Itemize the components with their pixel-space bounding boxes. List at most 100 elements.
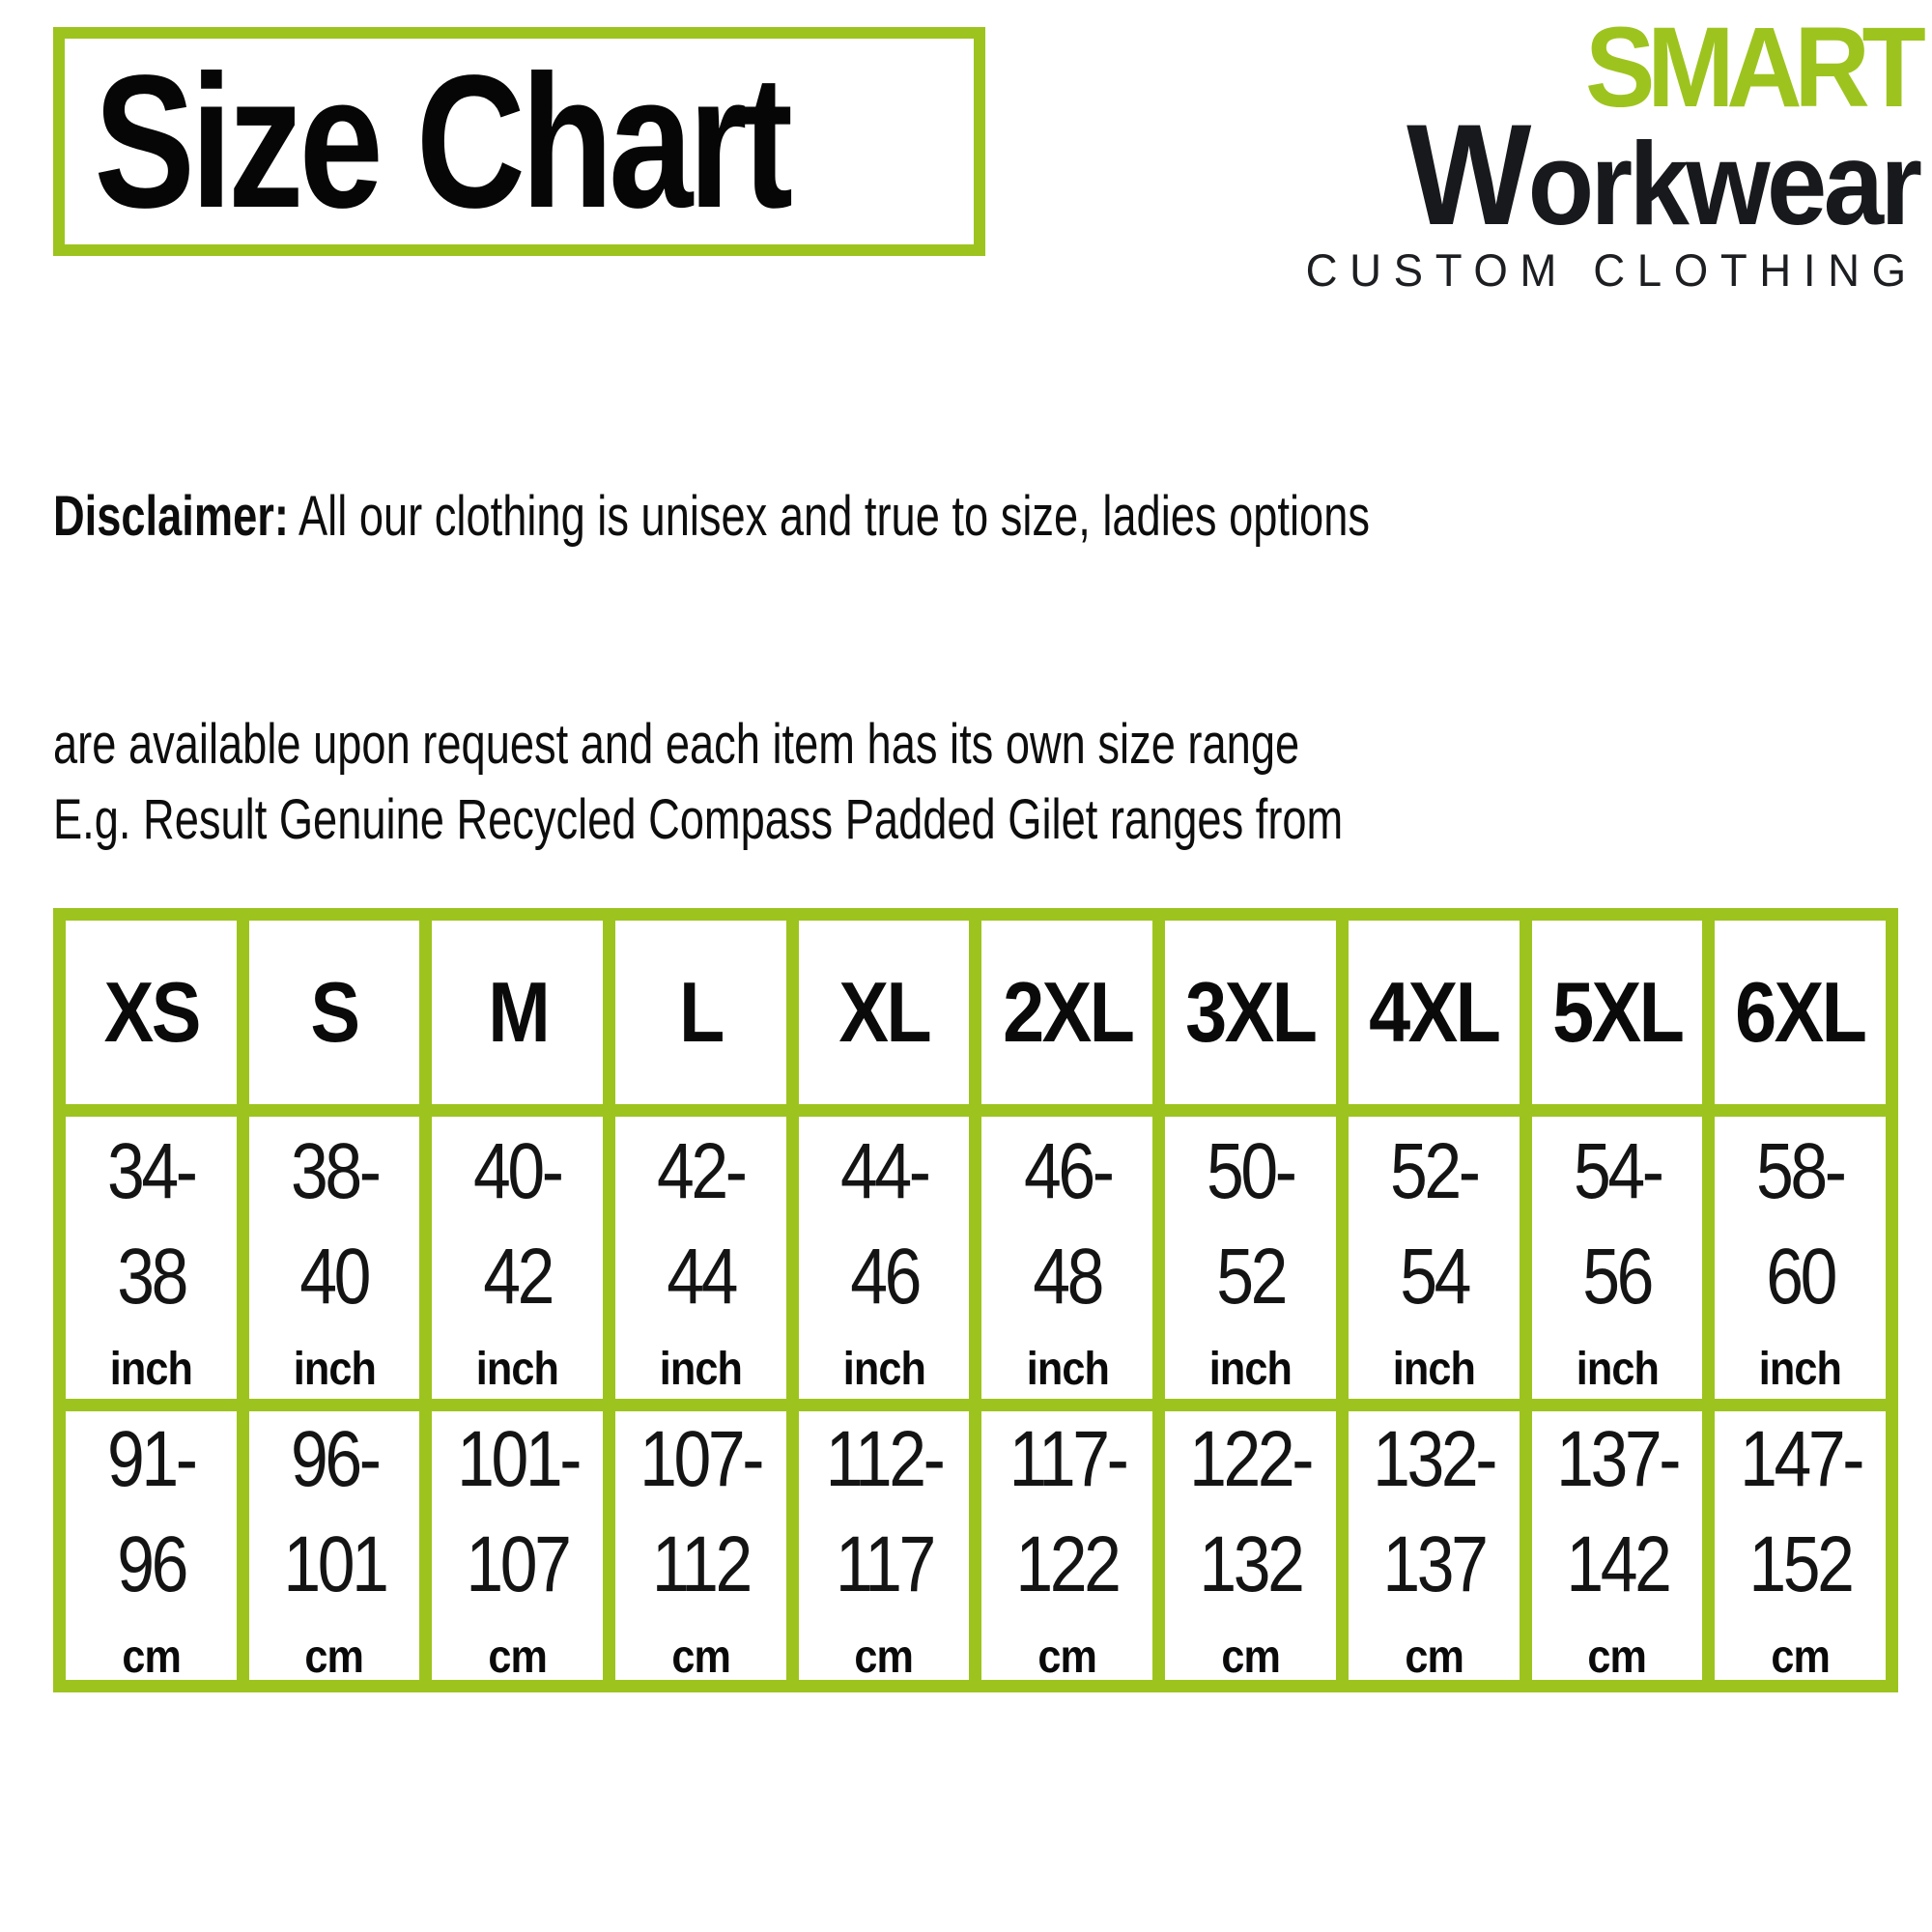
- measurement-value-line: 40: [299, 1232, 372, 1321]
- brand-logo: SMART Workwear CUSTOM CLOTHING: [1287, 4, 1926, 294]
- size-table: XS S M L XL 2XL 3XL 4XL 5XL 6XL 34- 38 inch 38- 40 inch…: [53, 908, 1898, 1692]
- measurement-value-line: 52: [1216, 1232, 1288, 1321]
- unit-label: cm: [1221, 1631, 1281, 1680]
- measurement-value-line: 56: [1582, 1232, 1655, 1321]
- measurement-value-line: 46-: [1023, 1127, 1115, 1216]
- measurement-range: 96- 101: [274, 1411, 395, 1617]
- size-header-cell: 4XL: [1348, 921, 1520, 1104]
- cm-cell: 112- 117 cm: [798, 1411, 970, 1680]
- cm-cell: 122- 132 cm: [1165, 1411, 1336, 1680]
- size-label: XS: [103, 964, 201, 1060]
- measurement-value-line: 38-: [290, 1127, 382, 1216]
- example-paragraph: E.g. Result Genuine Recycled Compass Pad…: [53, 630, 1343, 1239]
- page-title: Size Chart: [94, 35, 793, 247]
- size-label: 6XL: [1735, 964, 1868, 1060]
- measurement-value-line: 50-: [1207, 1127, 1297, 1216]
- measurement-range: 117- 122: [999, 1411, 1136, 1617]
- measurement-range: 137- 142: [1546, 1411, 1689, 1617]
- size-label: 2XL: [1002, 964, 1135, 1060]
- measurement-value-line: 42: [483, 1232, 554, 1321]
- measurement-range: 147- 152: [1729, 1411, 1872, 1617]
- measurement-value-line: 42-: [657, 1127, 748, 1216]
- size-label: S: [310, 964, 361, 1060]
- footer-line-1: Garment Measurement are subject to toler…: [193, 1923, 1804, 1932]
- unit-label: cm: [854, 1631, 915, 1680]
- measurement-range: 101- 107: [446, 1411, 589, 1617]
- disclaimer-line-2: are available upon request and each item…: [53, 713, 1300, 777]
- inch-cell: 50- 52 inch: [1165, 1117, 1336, 1399]
- measurement-value-line: 107-: [639, 1415, 764, 1504]
- unit-label: inch: [659, 1343, 743, 1395]
- measurement-range: 38- 40: [283, 1120, 386, 1328]
- measurement-value-line: 44: [667, 1232, 738, 1321]
- measurement-value-line: 34-: [107, 1127, 198, 1216]
- unit-label: inch: [1759, 1343, 1842, 1395]
- brand-smart-wordmark: SMART: [1585, 4, 1926, 131]
- measurement-value-line: 101-: [456, 1415, 582, 1504]
- measurement-value-line: 122-: [1189, 1415, 1315, 1504]
- inch-cell: 46- 48 inch: [981, 1117, 1153, 1399]
- cm-cell: 117- 122 cm: [981, 1411, 1153, 1680]
- measurement-value-line: 40-: [473, 1127, 564, 1216]
- size-header-cell: 2XL: [981, 921, 1153, 1104]
- unit-label: cm: [1404, 1631, 1464, 1680]
- measurement-range: 44- 46: [833, 1120, 936, 1328]
- measurement-value-line: 54-: [1573, 1127, 1664, 1216]
- unit-label: cm: [304, 1631, 365, 1680]
- measurement-value-line: 132-: [1373, 1415, 1497, 1504]
- measurement-value-line: 54: [1399, 1232, 1471, 1321]
- inch-cell: 42- 44 inch: [615, 1117, 786, 1399]
- measurement-range: 52- 54: [1382, 1120, 1486, 1328]
- measurement-range: 107- 112: [629, 1411, 772, 1617]
- measurement-range: 34- 38: [99, 1120, 203, 1328]
- size-header-cell: XS: [66, 921, 237, 1104]
- measurement-value-line: 48: [1033, 1232, 1104, 1321]
- size-header-cell: 3XL: [1165, 921, 1336, 1104]
- inch-cell: 52- 54 inch: [1348, 1117, 1520, 1399]
- size-header-cell: L: [615, 921, 786, 1104]
- measurement-value-line: 117: [835, 1520, 936, 1608]
- measurement-value-line: 38: [116, 1232, 188, 1321]
- size-label: XL: [838, 964, 931, 1060]
- title-box: Size Chart: [53, 27, 985, 256]
- unit-label: inch: [293, 1343, 376, 1395]
- measurement-range: 42- 44: [649, 1120, 753, 1328]
- measurement-range: 132- 137: [1362, 1411, 1505, 1617]
- measurement-range: 112- 117: [815, 1411, 952, 1617]
- disclaimer-label: Disclaimer:: [53, 484, 289, 548]
- size-label: 5XL: [1551, 964, 1685, 1060]
- inch-cell: 40- 42 inch: [432, 1117, 604, 1399]
- unit-label: inch: [842, 1343, 926, 1395]
- measurement-value-line: 101: [282, 1520, 388, 1608]
- unit-label: cm: [1587, 1631, 1648, 1680]
- measurement-value-line: 122: [1015, 1520, 1122, 1608]
- unit-label: inch: [1026, 1343, 1109, 1395]
- size-header-cell: S: [248, 921, 420, 1104]
- measurement-value-line: 46: [849, 1232, 922, 1321]
- cm-cell: 96- 101 cm: [248, 1411, 420, 1680]
- measurement-range: 50- 52: [1199, 1120, 1302, 1328]
- cm-cell: 132- 137 cm: [1348, 1411, 1520, 1680]
- unit-label: cm: [671, 1631, 731, 1680]
- measurement-range: 91- 96: [99, 1411, 203, 1617]
- size-header-cell: XL: [798, 921, 970, 1104]
- inch-cell: 58- 60 inch: [1715, 1117, 1886, 1399]
- measurement-value-line: 60: [1766, 1232, 1837, 1321]
- unit-label: cm: [1771, 1631, 1831, 1680]
- unit-label: inch: [109, 1343, 193, 1395]
- measurement-value-line: 137-: [1555, 1415, 1681, 1504]
- unit-label: cm: [1037, 1631, 1098, 1680]
- measurement-value-line: 107: [466, 1520, 572, 1608]
- unit-label: inch: [1208, 1343, 1293, 1395]
- measurement-range: 40- 42: [466, 1120, 569, 1328]
- inch-cell: 34- 38 inch: [66, 1117, 237, 1399]
- measurement-value-line: 112: [651, 1520, 753, 1608]
- unit-label: inch: [1392, 1343, 1476, 1395]
- size-header-cell: M: [432, 921, 604, 1104]
- measurement-range: 122- 132: [1179, 1411, 1321, 1617]
- unit-label: cm: [488, 1631, 548, 1680]
- measurement-value-line: 91-: [107, 1415, 198, 1504]
- size-header-cell: 5XL: [1531, 921, 1703, 1104]
- measurement-value-line: 137: [1382, 1520, 1488, 1608]
